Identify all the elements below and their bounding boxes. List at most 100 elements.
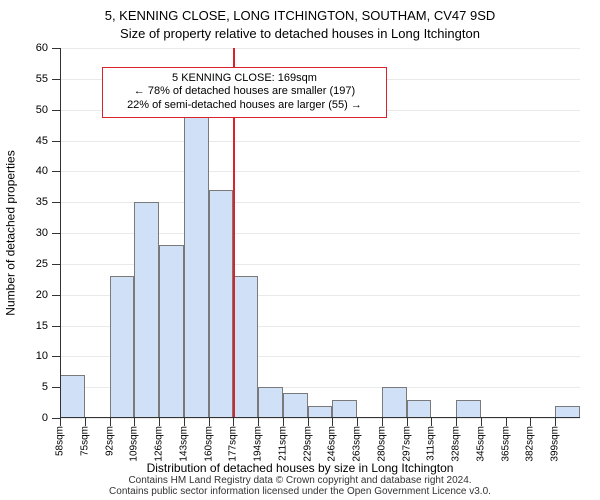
y-tick xyxy=(52,79,60,80)
x-tick xyxy=(481,418,482,426)
y-tick xyxy=(52,356,60,357)
x-tick xyxy=(332,418,333,426)
x-tick xyxy=(530,418,531,426)
x-tick-label: 297sqm xyxy=(401,426,412,462)
x-tick xyxy=(258,418,259,426)
x-tick-label: 328sqm xyxy=(451,426,462,462)
x-tick-label: 92sqm xyxy=(104,426,115,456)
x-tick-label: 58sqm xyxy=(55,426,66,456)
x-tick xyxy=(134,418,135,426)
footer-attribution: Contains HM Land Registry data © Crown c… xyxy=(0,475,600,497)
gridline xyxy=(60,141,580,142)
x-tick-label: 211sqm xyxy=(277,426,288,461)
histogram-bar xyxy=(382,387,407,418)
x-tick-label: 280sqm xyxy=(376,426,387,462)
y-tick xyxy=(52,48,60,49)
plot-area: 05101520253035404550556058sqm75sqm92sqm1… xyxy=(60,48,580,418)
footer-line2: Contains public sector information licen… xyxy=(0,486,600,497)
x-tick-label: 160sqm xyxy=(203,426,214,462)
x-tick-label: 311sqm xyxy=(426,426,437,461)
y-tick-label: 40 xyxy=(36,165,48,177)
histogram-bar xyxy=(258,387,283,418)
annotation-line: 22% of semi-detached houses are larger (… xyxy=(111,99,378,113)
x-tick xyxy=(283,418,284,426)
x-tick xyxy=(159,418,160,426)
x-tick xyxy=(60,418,61,426)
y-tick-label: 5 xyxy=(42,381,48,393)
annotation-line: ← 78% of detached houses are smaller (19… xyxy=(111,85,378,99)
x-tick xyxy=(85,418,86,426)
histogram-bar xyxy=(110,276,135,418)
x-tick-label: 126sqm xyxy=(154,426,165,462)
x-tick-label: 109sqm xyxy=(129,426,140,462)
y-tick-label: 10 xyxy=(36,350,48,362)
x-tick-label: 263sqm xyxy=(352,426,363,462)
x-tick xyxy=(431,418,432,426)
x-tick xyxy=(506,418,507,426)
x-tick-label: 229sqm xyxy=(302,426,313,462)
y-tick xyxy=(52,295,60,296)
y-axis-label: Number of detached properties xyxy=(2,48,20,418)
y-tick xyxy=(52,326,60,327)
gridline xyxy=(60,418,580,419)
chart-container: 5, KENNING CLOSE, LONG ITCHINGTON, SOUTH… xyxy=(0,0,600,500)
x-tick-label: 75sqm xyxy=(79,426,90,456)
x-tick xyxy=(407,418,408,426)
y-tick-label: 25 xyxy=(36,258,48,270)
x-tick-label: 177sqm xyxy=(228,426,239,462)
y-tick-label: 35 xyxy=(36,196,48,208)
gridline xyxy=(60,171,580,172)
x-axis-line xyxy=(60,417,580,418)
footer-line1: Contains HM Land Registry data © Crown c… xyxy=(0,475,600,486)
y-tick-label: 45 xyxy=(36,135,48,147)
y-tick xyxy=(52,387,60,388)
histogram-bar xyxy=(233,276,258,418)
x-tick xyxy=(357,418,358,426)
y-axis-line xyxy=(60,48,61,418)
y-tick xyxy=(52,418,60,419)
y-tick xyxy=(52,264,60,265)
y-tick xyxy=(52,233,60,234)
x-tick xyxy=(555,418,556,426)
histogram-bar xyxy=(456,400,481,419)
x-tick xyxy=(110,418,111,426)
x-tick-label: 143sqm xyxy=(178,426,189,462)
x-tick-label: 345sqm xyxy=(475,426,486,462)
chart-title-line2: Size of property relative to detached ho… xyxy=(0,26,600,41)
gridline xyxy=(60,48,580,49)
y-tick-label: 55 xyxy=(36,73,48,85)
x-axis-label: Distribution of detached houses by size … xyxy=(0,461,600,475)
histogram-bar xyxy=(134,202,159,418)
y-tick-label: 20 xyxy=(36,289,48,301)
x-tick xyxy=(456,418,457,426)
x-tick xyxy=(308,418,309,426)
y-tick-label: 60 xyxy=(36,42,48,54)
x-tick xyxy=(184,418,185,426)
annotation-box: 5 KENNING CLOSE: 169sqm← 78% of detached… xyxy=(102,67,387,118)
x-tick-label: 382sqm xyxy=(525,426,536,462)
y-tick xyxy=(52,141,60,142)
x-tick-label: 194sqm xyxy=(253,426,264,462)
y-tick xyxy=(52,202,60,203)
histogram-bar xyxy=(184,110,209,418)
x-tick-label: 399sqm xyxy=(550,426,561,462)
histogram-bar xyxy=(159,245,184,418)
histogram-bar xyxy=(209,190,234,418)
y-tick-label: 0 xyxy=(42,412,48,424)
annotation-line: 5 KENNING CLOSE: 169sqm xyxy=(111,72,378,86)
x-tick-label: 246sqm xyxy=(327,426,338,462)
histogram-bar xyxy=(407,400,432,419)
histogram-bar xyxy=(60,375,85,418)
chart-title-line1: 5, KENNING CLOSE, LONG ITCHINGTON, SOUTH… xyxy=(0,8,600,23)
histogram-bar xyxy=(283,393,308,418)
x-tick-label: 365sqm xyxy=(500,426,511,462)
x-tick xyxy=(233,418,234,426)
y-tick-label: 50 xyxy=(36,104,48,116)
x-tick xyxy=(209,418,210,426)
y-tick xyxy=(52,110,60,111)
y-tick-label: 15 xyxy=(36,320,48,332)
y-tick xyxy=(52,171,60,172)
y-tick-label: 30 xyxy=(36,227,48,239)
histogram-bar xyxy=(332,400,357,419)
x-tick xyxy=(382,418,383,426)
